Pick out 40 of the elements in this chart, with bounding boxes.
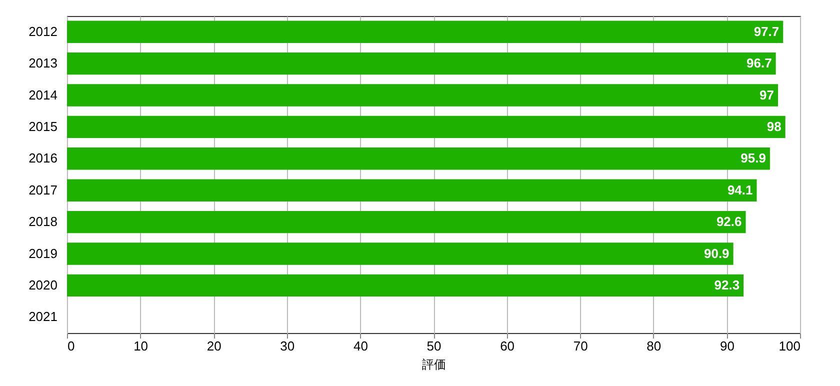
y-tick-label: 2019 (28, 246, 58, 261)
x-tick-label: 0 (68, 338, 75, 354)
data-label: 97.7 (754, 24, 780, 39)
x-tick-label: 30 (280, 338, 295, 354)
bar (67, 210, 746, 234)
data-label: 97 (760, 87, 774, 102)
y-tick-label: 2012 (28, 24, 58, 39)
data-label: 95.9 (740, 150, 766, 166)
data-label: 90.9 (704, 246, 730, 261)
y-tick-label: 2015 (28, 118, 58, 134)
x-tick-label: 70 (573, 338, 588, 354)
y-tick-label: 2021 (28, 309, 58, 324)
y-tick-label: 2018 (28, 214, 58, 230)
data-label: 98 (766, 118, 782, 134)
x-tick-label: 60 (500, 338, 515, 354)
data-label: 96.7 (746, 56, 772, 71)
bar (67, 52, 776, 75)
y-tick-label: 2013 (28, 56, 58, 71)
data-label: 94.1 (727, 182, 753, 198)
bar (67, 20, 784, 43)
bar (67, 274, 744, 297)
x-tick-label: 50 (426, 338, 442, 354)
x-tick-label: 40 (353, 338, 368, 354)
y-tick-label: 2016 (28, 150, 58, 166)
x-tick-label: 80 (646, 338, 662, 354)
x-tick-label: 90 (720, 338, 734, 354)
y-tick-label: 2017 (28, 182, 58, 198)
x-tick-label: 100 (778, 338, 800, 354)
data-label: 92.6 (716, 214, 742, 230)
x-axis-title: 評価 (422, 358, 446, 372)
y-tick-label: 2014 (28, 87, 58, 102)
bar (67, 179, 757, 202)
bar (67, 148, 770, 170)
bar (67, 116, 786, 138)
y-tick-label: 2020 (28, 277, 58, 292)
bar (67, 242, 734, 265)
bar (67, 84, 778, 106)
x-tick-label: 10 (134, 338, 148, 354)
data-label: 92.3 (714, 277, 740, 292)
x-tick-label: 20 (206, 338, 222, 354)
